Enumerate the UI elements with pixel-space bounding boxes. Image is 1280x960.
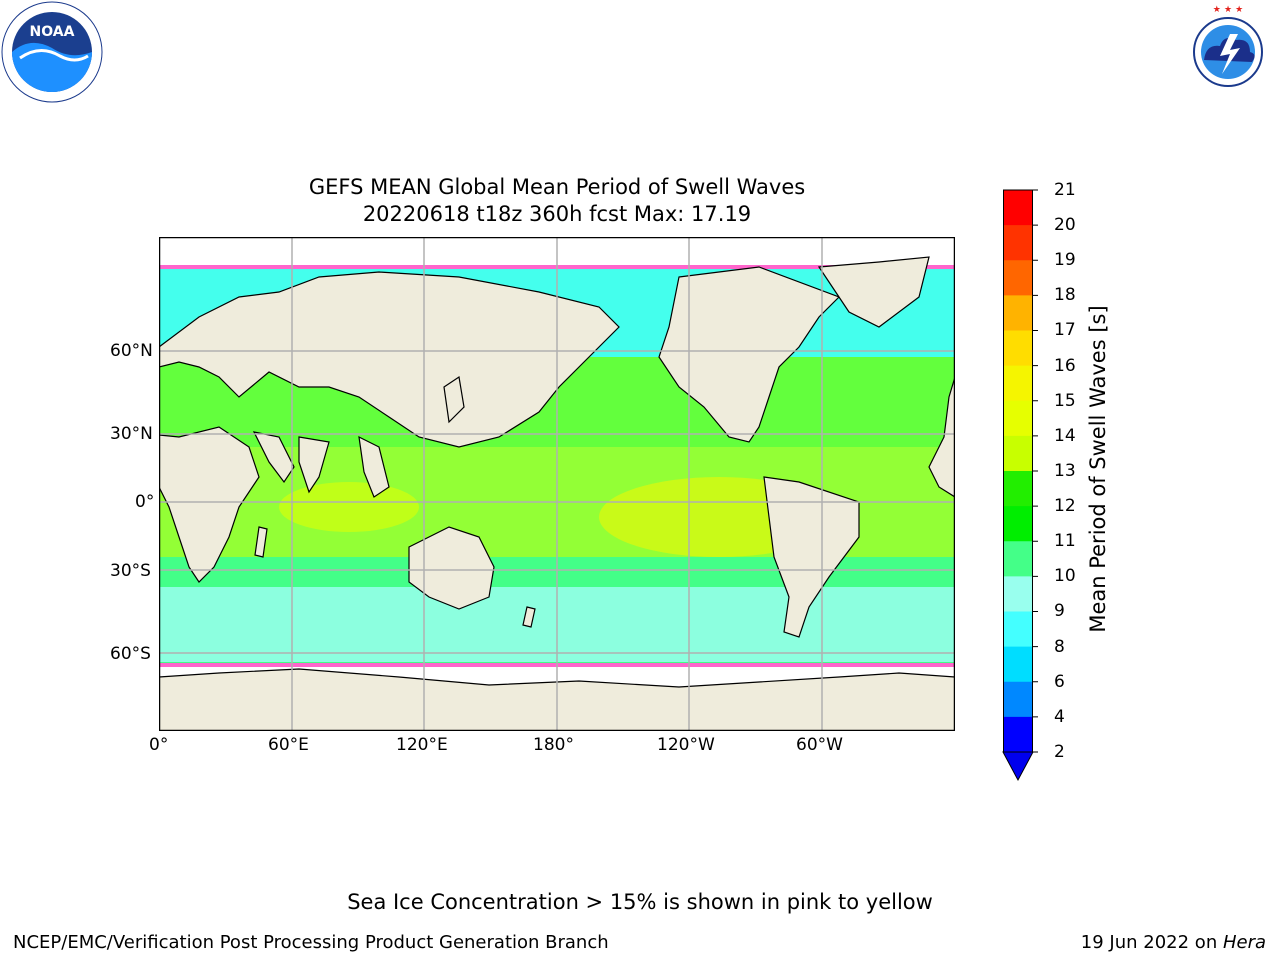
- colorbar-segment: [1003, 295, 1033, 331]
- cb-tick-21: 21: [1054, 180, 1076, 200]
- colorbar-label: Mean Period of Swell Waves [s]: [1086, 305, 1110, 633]
- arabia: [252, 431, 295, 484]
- plot-title-line1: GEFS MEAN Global Mean Period of Swell Wa…: [308, 175, 806, 199]
- map-frame: [159, 237, 955, 731]
- footer-date: 19 Jun 2022 on Hera: [1081, 932, 1266, 953]
- madagascar: [254, 526, 268, 558]
- cb-tick-15: 15: [1054, 391, 1076, 411]
- lon-label-120e: 120°E: [396, 735, 448, 755]
- colorbar-segment: [1003, 260, 1033, 296]
- cb-tick-2: 2: [1054, 742, 1065, 762]
- lat-label-30s: 30°S: [110, 561, 151, 581]
- africa: [159, 426, 260, 583]
- colorbar: [1002, 189, 1038, 782]
- noaa-logo-icon: NOAA: [1, 1, 103, 103]
- graticule: [159, 237, 955, 731]
- cb-tick-14: 14: [1054, 426, 1076, 446]
- lon-label-60w: 60°W: [796, 735, 843, 755]
- colorbar-segment: [1003, 541, 1033, 577]
- colorbar-segment: [1003, 471, 1033, 507]
- lat-label-60s: 60°S: [110, 644, 151, 664]
- lat-label-60n: 60°N: [110, 341, 153, 361]
- colorbar-segment: [1003, 646, 1033, 683]
- south-america: [763, 476, 860, 638]
- colorbar-segment: [1003, 435, 1033, 472]
- indian-ocean-swell: [279, 482, 419, 532]
- cb-tick-20: 20: [1054, 215, 1076, 235]
- eurasia: [159, 271, 620, 448]
- lon-label-60e: 60°E: [268, 735, 309, 755]
- cb-tick-9: 9: [1054, 601, 1065, 621]
- north-america: [658, 266, 841, 443]
- cb-tick-17: 17: [1054, 320, 1076, 340]
- cb-tick-19: 19: [1054, 250, 1076, 270]
- colorbar-segment: [1003, 506, 1033, 542]
- colorbar-tick-marks: [1032, 189, 1038, 753]
- lat-label-30n: 30°N: [110, 424, 153, 444]
- colorbar-segment: [1003, 681, 1033, 718]
- cb-tick-13: 13: [1054, 461, 1076, 481]
- global-map: [159, 237, 955, 731]
- cb-tick-10: 10: [1054, 566, 1076, 586]
- cb-tick-16: 16: [1054, 356, 1076, 376]
- footer-date-text: 19 Jun 2022 on: [1080, 932, 1223, 953]
- colorbar-segment: [1003, 576, 1033, 612]
- footer-host: Hera: [1222, 932, 1266, 953]
- japan: [443, 375, 465, 424]
- australia: [408, 526, 495, 610]
- cb-tick-8: 8: [1054, 637, 1065, 657]
- nws-logo: ★ ★ ★: [1176, 0, 1280, 104]
- new-zealand: [522, 606, 536, 628]
- europe-africa-east-edge: [928, 376, 955, 498]
- colorbar-segment: [1003, 400, 1033, 437]
- lon-label-120w: 120°W: [657, 735, 715, 755]
- colorbar-segment: [1003, 365, 1033, 402]
- cb-tick-12: 12: [1054, 496, 1076, 516]
- sea-ice-note: Sea Ice Concentration > 15% is shown in …: [347, 890, 933, 914]
- noaa-logo-text: NOAA: [30, 24, 75, 40]
- colorbar-segment: [1003, 190, 1033, 226]
- cb-tick-11: 11: [1054, 531, 1076, 551]
- cb-tick-6: 6: [1054, 672, 1065, 692]
- plot-title-line2: 20220618 t18z 360h fcst Max: 17.19: [362, 202, 752, 226]
- colorbar-segment: [1003, 330, 1033, 367]
- india: [298, 436, 330, 494]
- colorbar-extend-arrow: [1002, 751, 1034, 782]
- greenland: [817, 256, 930, 328]
- svg-text:★ ★ ★: ★ ★ ★: [1213, 5, 1243, 15]
- cb-tick-4: 4: [1054, 707, 1065, 727]
- lon-label-180: 180°: [533, 735, 574, 755]
- lat-label-eq: 0°: [135, 492, 155, 512]
- colorbar-segment: [1003, 716, 1033, 753]
- cb-tick-18: 18: [1054, 285, 1076, 305]
- colorbar-segments: [1003, 190, 1033, 753]
- noaa-logo: NOAA: [0, 0, 104, 104]
- southeast-asia: [358, 435, 390, 498]
- nws-logo-icon: ★ ★ ★: [1178, 2, 1278, 102]
- lon-label-0: 0°: [149, 735, 169, 755]
- footer-credit: NCEP/EMC/Verification Post Processing Pr…: [13, 932, 609, 953]
- colorbar-segment: [1003, 611, 1033, 648]
- colorbar-segment: [1003, 225, 1033, 261]
